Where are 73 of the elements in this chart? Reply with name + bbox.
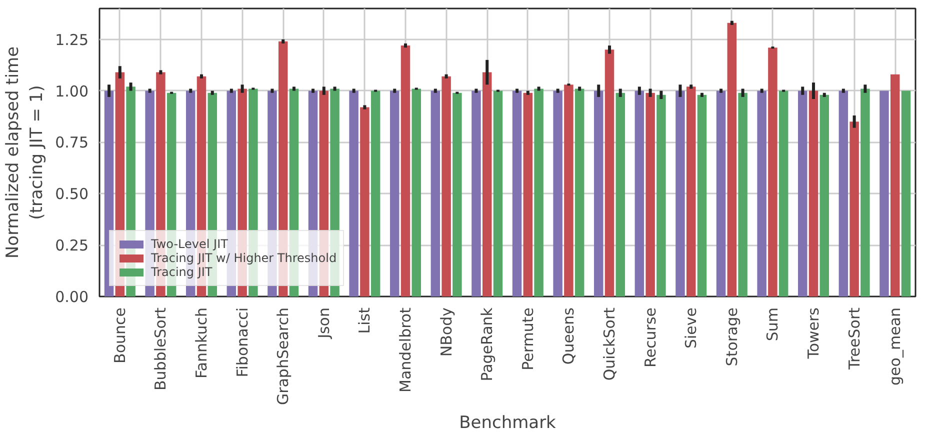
- bar: [616, 92, 626, 296]
- legend-label: Tracing JIT w/ Higher Threshold: [151, 251, 337, 265]
- bar: [412, 88, 422, 296]
- bar: [493, 90, 503, 296]
- bar: [482, 72, 492, 296]
- bar: [523, 92, 533, 296]
- y-axis-title: Normalized elapsed time (tracing JIT = 1): [3, 46, 48, 259]
- bar: [594, 90, 604, 296]
- bar: [697, 94, 707, 296]
- x-tick-label: Towers: [804, 307, 822, 360]
- bar: [512, 90, 522, 296]
- bar: [442, 76, 451, 296]
- bar: [400, 46, 410, 296]
- bar: [727, 22, 737, 296]
- x-tick-label: geo_mean: [886, 308, 904, 386]
- x-tick-label: Recurse: [641, 307, 660, 368]
- bar: [768, 48, 778, 296]
- x-tick-label: NBody: [437, 307, 456, 357]
- bar: [850, 122, 859, 296]
- bar: [553, 90, 562, 296]
- bar: [738, 92, 748, 296]
- bar: [646, 92, 655, 296]
- bar: [838, 90, 848, 296]
- bar: [360, 107, 370, 296]
- bar: [820, 94, 830, 296]
- x-tick-label: BubbleSort: [152, 307, 170, 390]
- x-axis-title: Benchmark: [459, 413, 556, 434]
- bar: [534, 88, 544, 296]
- bar: [390, 90, 400, 296]
- bar: [574, 88, 584, 296]
- bar: [890, 74, 900, 296]
- bar: [370, 90, 380, 296]
- bar: [604, 50, 614, 296]
- x-tick-label: Fibonacci: [233, 308, 252, 378]
- bar: [757, 90, 766, 296]
- x-tick-label: Permute: [518, 307, 537, 370]
- x-tick-label: Mandelbrot: [396, 307, 414, 392]
- y-tick-label: 1.00: [55, 82, 89, 100]
- bar: [778, 90, 788, 296]
- bar: [716, 90, 726, 296]
- bar: [452, 92, 462, 296]
- x-tick-label: TreeSort: [845, 307, 864, 370]
- x-tick-label: Queens: [560, 307, 578, 365]
- bar: [901, 90, 911, 296]
- y-tick-label: 0.00: [55, 288, 89, 306]
- bar: [656, 94, 666, 296]
- bar: [472, 90, 481, 296]
- y-tick-label: 0.50: [55, 185, 89, 204]
- bar: [880, 90, 889, 296]
- y-tick-label: 0.75: [55, 134, 89, 152]
- x-tick-label: QuickSort: [600, 307, 618, 381]
- bar: [798, 90, 808, 296]
- legend-label: Tracing JIT: [151, 265, 212, 279]
- x-tick-label: PageRank: [478, 307, 496, 382]
- x-tick-label: Sum: [764, 308, 782, 342]
- legend-label: Two-Level JIT: [151, 237, 228, 251]
- bar: [860, 88, 870, 296]
- x-tick-label: Storage: [722, 307, 741, 366]
- x-tick-label: List: [356, 307, 374, 334]
- bar: [564, 84, 574, 296]
- bar: [676, 90, 685, 296]
- x-tick-label: GraphSearch: [274, 307, 292, 406]
- bar: [686, 86, 696, 296]
- bar: [634, 90, 644, 296]
- x-tick-label: Fannkuch: [192, 307, 210, 378]
- x-tick-label: Sieve: [682, 307, 700, 349]
- x-tick-label: Json: [314, 307, 333, 340]
- y-tick-label: 0.25: [55, 236, 89, 255]
- bar: [430, 90, 440, 296]
- x-tick-label: Bounce: [110, 307, 129, 364]
- bar: [808, 90, 818, 296]
- bar: [349, 90, 358, 296]
- y-tick-label: 1.25: [55, 30, 89, 49]
